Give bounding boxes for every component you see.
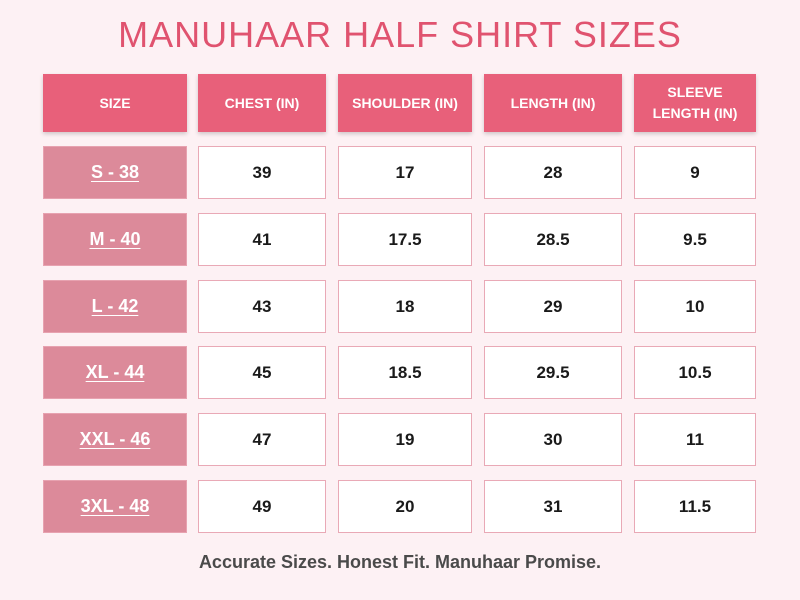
table-cell-length: 29	[484, 280, 622, 333]
size-link[interactable]: L - 42	[43, 280, 187, 333]
table-cell-sleeve: 10.5	[634, 346, 756, 399]
table-cell-sleeve: 11.5	[634, 480, 756, 533]
size-link[interactable]: S - 38	[43, 146, 187, 199]
table-cell-length: 28	[484, 146, 622, 199]
table-cell-shoulder: 17.5	[338, 213, 472, 266]
table-cell-length: 31	[484, 480, 622, 533]
table-cell-chest: 47	[198, 413, 326, 466]
header-chest: CHEST (IN)	[198, 74, 326, 132]
size-link[interactable]: XXL - 46	[43, 413, 187, 466]
table-cell-shoulder: 20	[338, 480, 472, 533]
table-cell-chest: 45	[198, 346, 326, 399]
table-cell-sleeve: 11	[634, 413, 756, 466]
table-cell-shoulder: 17	[338, 146, 472, 199]
size-link[interactable]: XL - 44	[43, 346, 187, 399]
table-cell-chest: 39	[198, 146, 326, 199]
table-cell-sleeve: 9	[634, 146, 756, 199]
header-size: SIZE	[43, 74, 187, 132]
table-cell-shoulder: 18.5	[338, 346, 472, 399]
table-cell-chest: 49	[198, 480, 326, 533]
table-cell-shoulder: 18	[338, 280, 472, 333]
header-sleeve-length: SLEEVE LENGTH (IN)	[634, 74, 756, 132]
header-sleeve-line1: SLEEVE	[667, 84, 723, 100]
table-cell-sleeve: 10	[634, 280, 756, 333]
size-link[interactable]: 3XL - 48	[43, 480, 187, 533]
table-cell-chest: 43	[198, 280, 326, 333]
table-cell-length: 29.5	[484, 346, 622, 399]
header-shoulder: SHOULDER (IN)	[338, 74, 472, 132]
table-cell-sleeve: 9.5	[634, 213, 756, 266]
table-cell-length: 30	[484, 413, 622, 466]
size-link[interactable]: M - 40	[43, 213, 187, 266]
table-cell-shoulder: 19	[338, 413, 472, 466]
page-title: MANUHAAR HALF SHIRT SIZES	[118, 14, 682, 55]
table-cell-chest: 41	[198, 213, 326, 266]
header-sleeve-line2: LENGTH (IN)	[652, 105, 738, 121]
header-length: LENGTH (IN)	[484, 74, 622, 132]
table-cell-length: 28.5	[484, 213, 622, 266]
footer-tagline: Accurate Sizes. Honest Fit. Manuhaar Pro…	[198, 552, 602, 572]
